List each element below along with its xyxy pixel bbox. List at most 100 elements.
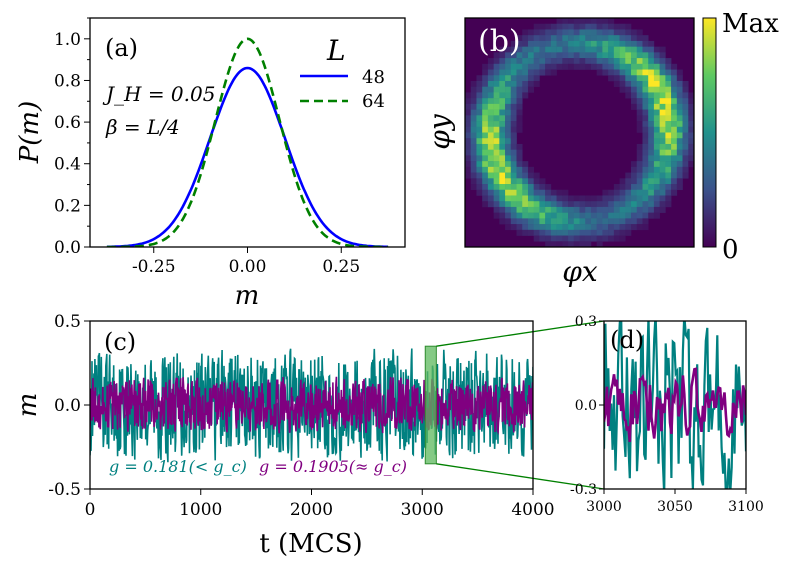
heatmap-cell [476,132,483,139]
heatmap-cell [665,103,672,110]
heatmap-cell [505,206,512,213]
heatmap-cell [602,206,609,213]
heatmap-cell [602,23,609,30]
heatmap-cell [671,172,678,179]
heatmap-cell [522,212,529,219]
heatmap-cell [465,132,472,139]
heatmap-cell [556,23,563,30]
heatmap-cell [482,138,489,145]
heatmap-cell [682,126,689,133]
heatmap-cell [568,235,575,242]
heatmap-cell [625,218,632,225]
heatmap-cell [470,86,477,93]
legend-48-label: 48 [362,67,385,88]
heatmap-cell [568,229,575,236]
panel-d-label: (d) [610,326,644,354]
heatmap-cell [510,80,517,87]
heatmap-cell [648,46,655,53]
heatmap-cell [642,201,649,208]
heatmap-cell [602,58,609,65]
heatmap-cell [505,224,512,231]
heatmap-cell [499,63,506,70]
heatmap-cell [579,201,586,208]
heatmap-cell [619,80,626,87]
heatmap-cell [545,184,552,191]
heatmap-cell [493,161,500,168]
heatmap-cell [659,115,666,122]
heatmap-cell [539,46,546,53]
heatmap-cell [482,189,489,196]
heatmap-cell [562,224,569,231]
heatmap-cell [671,143,678,150]
heatmap-cell [499,206,506,213]
heatmap-cell [590,195,597,202]
heatmap-cell [671,75,678,82]
heatmap-cell [631,195,638,202]
heatmap-cell [585,35,592,42]
heatmap-cell [585,201,592,208]
heatmap-cell [648,86,655,93]
heatmap-cell [562,58,569,65]
heatmap-cell [671,161,678,168]
heatmap-cell [625,75,632,82]
heatmap-cell [631,98,638,105]
heatmap-cell [665,149,672,156]
heatmap-cell [642,206,649,213]
heatmap-cell [596,229,603,236]
heatmap-cell [642,166,649,173]
heatmap-cell [556,63,563,70]
heatmap-cell [579,18,586,25]
heatmap-cell [539,229,546,236]
heatmap-cell [470,149,477,156]
heatmap-cell [579,195,586,202]
panel-a: -0.25 0.00 0.25 0.0 0.2 0.4 0.6 0.8 1.0 (a) J_H … [15,17,406,311]
heatmap-cell [556,58,563,65]
heatmap-cell [648,58,655,65]
heatmap-cell [516,69,523,76]
heatmap-cell [676,184,683,191]
heatmap-cell [682,132,689,139]
heatmap-cell [596,224,603,231]
heatmap-cell [550,241,557,248]
heatmap-cell [590,35,597,42]
heatmap-cell [636,212,643,219]
heatmap-cell [602,212,609,219]
heatmap-cell [505,138,512,145]
heatmap-cell [573,201,580,208]
legend-g0181: g = 0.181(< g_c) [109,457,247,476]
heatmap-cell [659,121,666,128]
heatmap-cell [470,155,477,162]
heatmap-cell [527,166,534,173]
heatmap-cell [510,161,517,168]
heatmap-cell [482,161,489,168]
heatmap-cell [476,98,483,105]
heatmap-cell [608,201,615,208]
panel-a-xtick-label: 0.00 [229,257,267,277]
heatmap-cell [505,92,512,99]
heatmap-cell [505,80,512,87]
heatmap-cell [562,35,569,42]
heatmap-cell [579,40,586,47]
heatmap-cell [631,86,638,93]
heatmap-cell [585,40,592,47]
heatmap-cell [510,132,517,139]
panel-c-ytick-label: 0.0 [54,396,81,416]
panel-c-xtick-label: 3000 [401,500,444,520]
heatmap-cell [682,166,689,173]
heatmap-cell [482,103,489,110]
heatmap-cell [648,126,655,133]
heatmap-cell [516,166,523,173]
heatmap-cell [659,161,666,168]
heatmap-cell [487,166,494,173]
heatmap-cell [671,138,678,145]
heatmap-cell [522,58,529,65]
panel-c-xlabel: t (MCS) [259,529,362,559]
heatmap-cell [579,224,586,231]
heatmap-cell [688,155,695,162]
heatmap-cell [527,46,534,53]
heatmap-cell [545,189,552,196]
heatmap-cell [642,149,649,156]
heatmap-cell [619,69,626,76]
heatmap-cell [642,52,649,59]
heatmap-cell [493,178,500,185]
